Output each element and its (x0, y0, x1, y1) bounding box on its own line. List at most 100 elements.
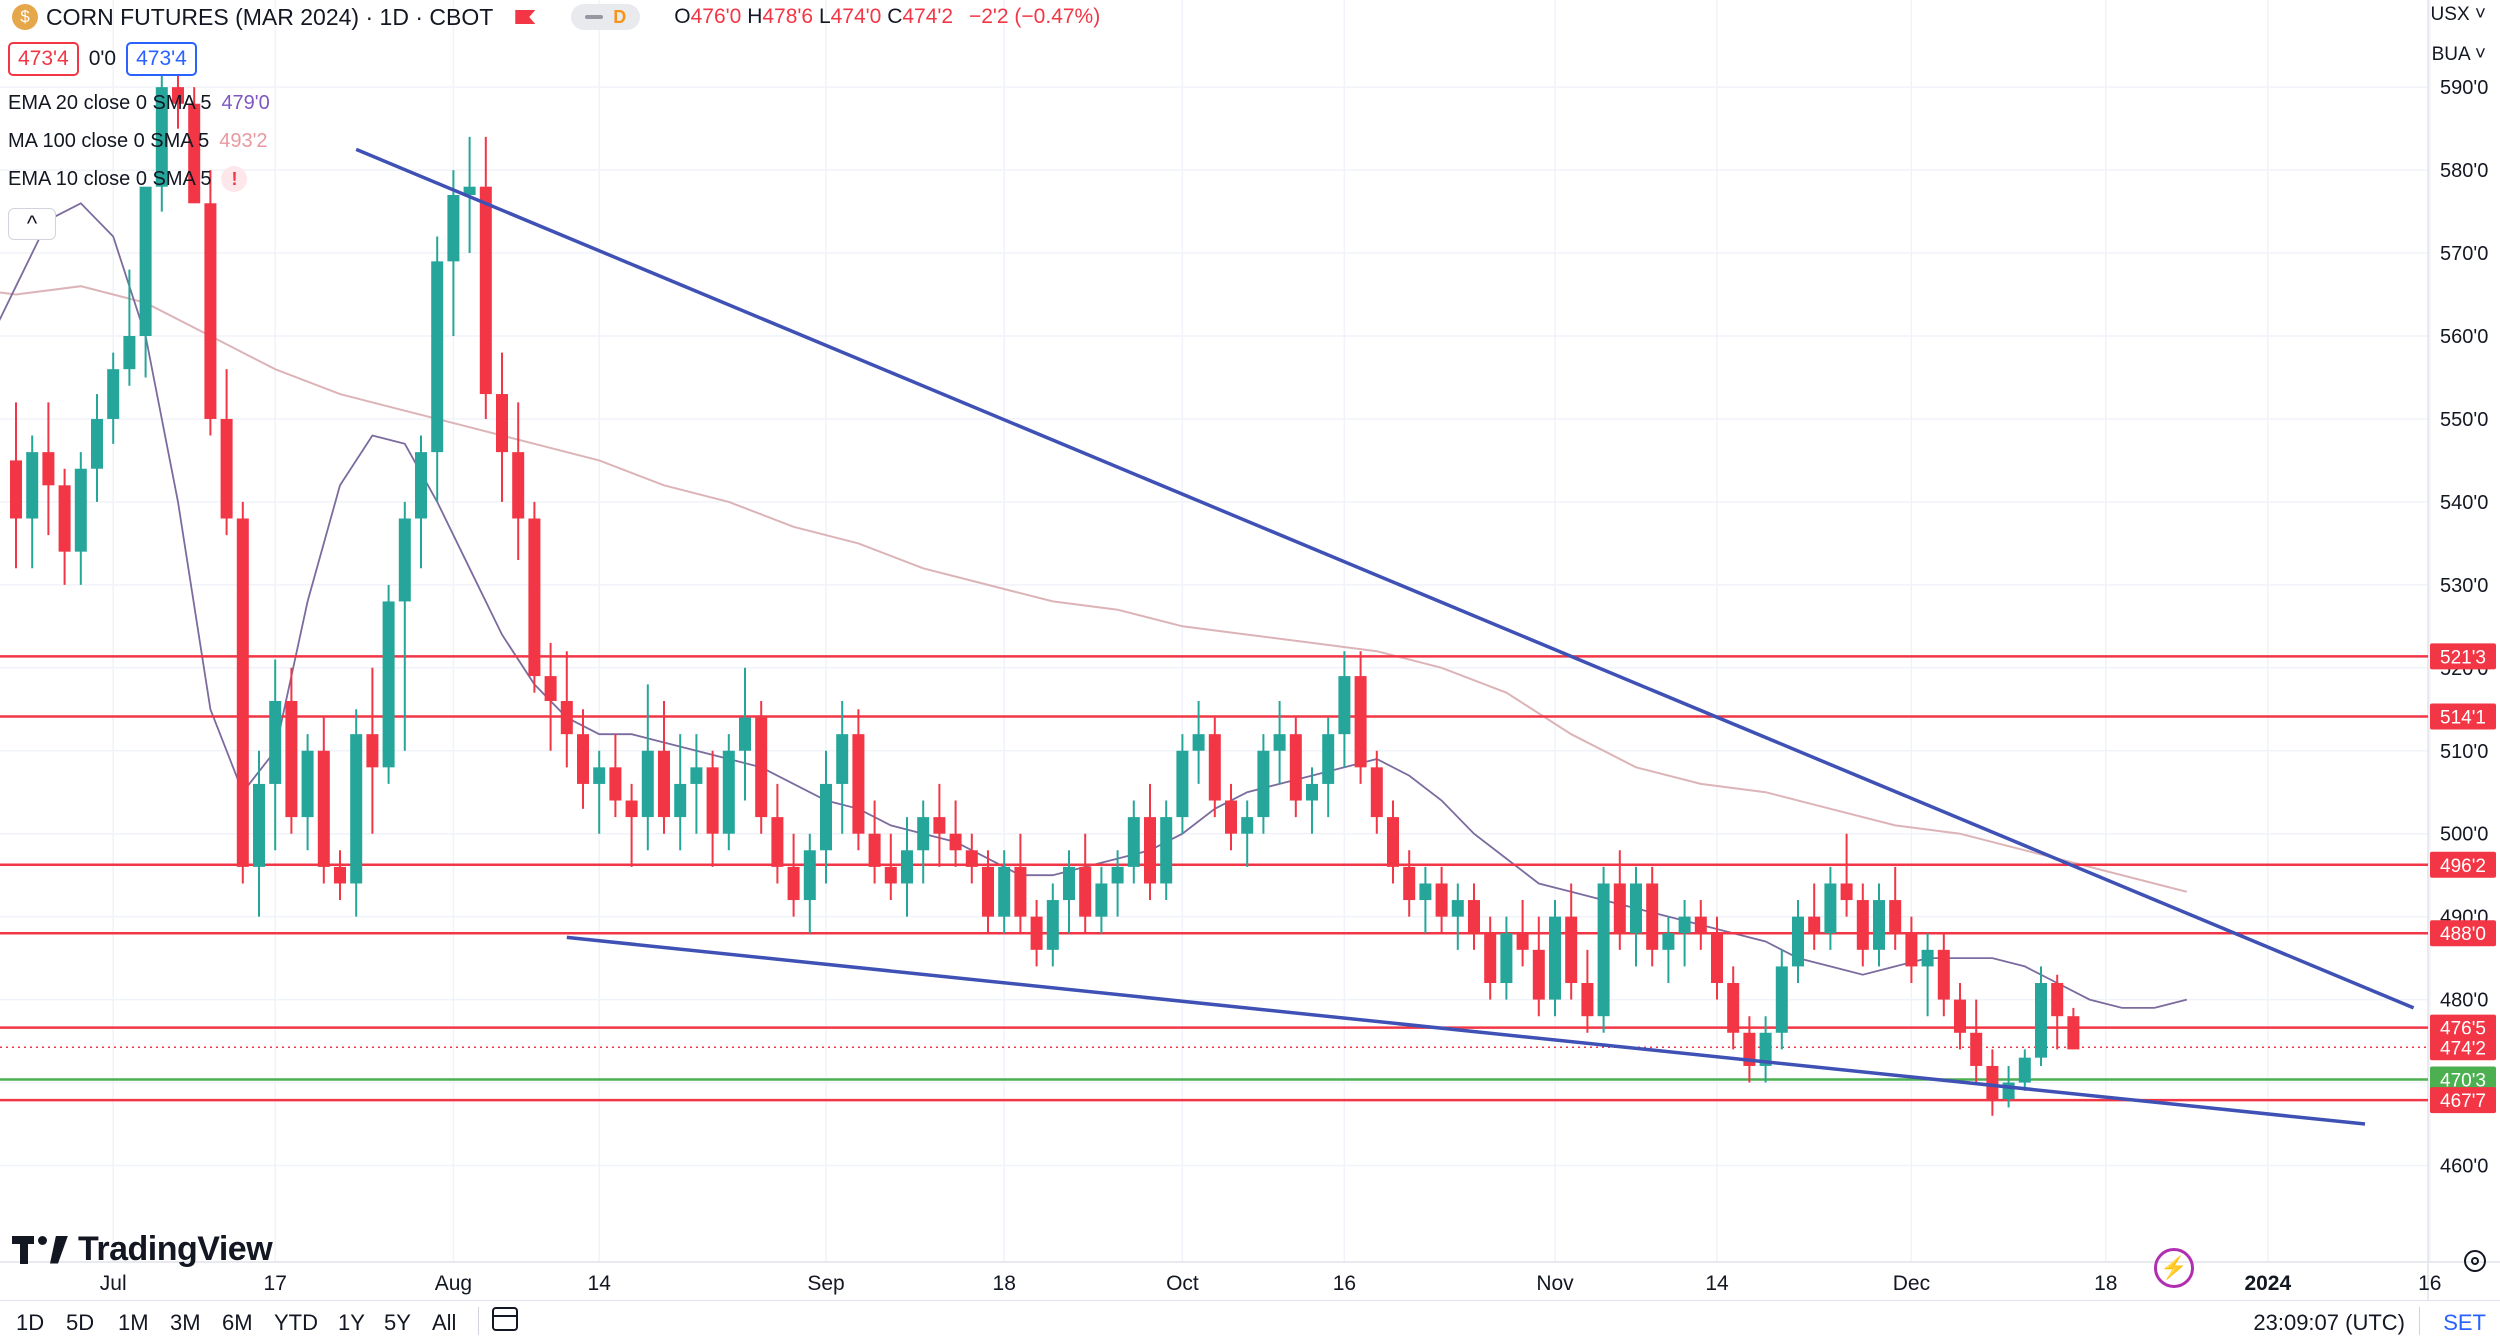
price-tick-label: 510'0 (2440, 741, 2488, 763)
calendar-icon[interactable] (492, 1307, 518, 1331)
time-tick-label: Oct (1166, 1272, 1199, 1295)
candle-body (2018, 1057, 2031, 1083)
session-set-button[interactable]: SET (2443, 1310, 2486, 1335)
candle (253, 750, 265, 917)
candle (739, 667, 751, 801)
divider (478, 1307, 479, 1335)
indicator-ema10[interactable]: EMA 10 close 0 SMA 5 ! (8, 166, 248, 192)
price-chart[interactable]: 460'0470'0480'0490'0500'0510'0520'0530'0… (0, 0, 2500, 1300)
candle (1678, 900, 1691, 967)
range-6m[interactable]: 6M (222, 1310, 253, 1335)
candle-body (641, 750, 654, 818)
candle (1792, 900, 1804, 984)
symbol-title[interactable]: CORN FUTURES (MAR 2024) · 1D · CBOT (46, 3, 494, 30)
candle-body (1030, 916, 1043, 950)
indicator-ema20[interactable]: EMA 20 close 0 SMA 5 479'0 (8, 92, 270, 115)
warning-icon[interactable]: ! (221, 166, 248, 192)
candle-body (1808, 916, 1821, 934)
candle (1549, 900, 1561, 1017)
range-all[interactable]: All (432, 1310, 457, 1335)
buy-price-button[interactable]: 473'4 (126, 42, 197, 76)
candle (1711, 916, 1723, 1000)
candle (155, 70, 168, 212)
candle (58, 468, 71, 585)
candle (1160, 800, 1173, 901)
candle-body (1289, 734, 1302, 801)
candle (1354, 651, 1367, 784)
flag-icon[interactable] (515, 10, 536, 24)
candle-body (415, 452, 427, 519)
price-tick-label: 500'0 (2440, 824, 2488, 846)
tradingview-mark-icon (12, 1235, 68, 1264)
candle (1468, 883, 1480, 950)
candle (1063, 850, 1075, 934)
candle (1451, 883, 1464, 950)
candle (91, 394, 103, 502)
range-5y[interactable]: 5Y (384, 1310, 411, 1335)
candle-body (496, 394, 508, 453)
candle (1225, 783, 1237, 851)
candle-body (803, 850, 816, 901)
low-label: L (818, 5, 831, 28)
candle-body (901, 850, 913, 884)
candle-body (755, 717, 768, 818)
unit-selector[interactable]: BUA ˅ (2431, 44, 2486, 65)
candle-body (787, 866, 800, 901)
candle-body (1937, 949, 1950, 1000)
candle-body (317, 750, 330, 867)
clock-time[interactable]: 23:09:07 (UTC) (2253, 1310, 2405, 1335)
time-tick-label: 2024 (2244, 1272, 2291, 1295)
collapse-legend-button[interactable]: ^ (8, 208, 56, 240)
range-3m[interactable]: 3M (170, 1310, 201, 1335)
lightning-icon[interactable]: ⚡ (2154, 1248, 2194, 1288)
candle (204, 170, 217, 436)
candle-body (1662, 933, 1675, 950)
range-1y[interactable]: 1Y (338, 1310, 365, 1335)
candle-body (852, 734, 865, 834)
candle-body (982, 866, 994, 917)
currency-selector[interactable]: USX ˅ (2430, 4, 2486, 25)
candle (269, 659, 282, 851)
candle (1613, 850, 1626, 950)
candle-body (479, 186, 492, 395)
range-1m[interactable]: 1M (118, 1310, 149, 1335)
price-tick-label: 480'0 (2440, 990, 2488, 1012)
time-tick-label: 16 (2418, 1272, 2441, 1295)
tradingview-wordmark: TradingView (78, 1230, 273, 1268)
candle-body (1451, 900, 1464, 917)
candle-body (1873, 900, 1885, 950)
candle-body (1532, 949, 1545, 1000)
candle-body (1144, 817, 1156, 884)
candle-body (269, 700, 282, 784)
indicator-ma100[interactable]: MA 100 close 0 SMA 5 493'2 (8, 130, 268, 153)
level-badge: 467'7 (2440, 1091, 2486, 1112)
candle-body (1824, 883, 1837, 934)
chart-header: $ CORN FUTURES (MAR 2024) · 1D · CBOT D … (0, 0, 1100, 34)
open-value: 476'0 (690, 5, 742, 28)
price-tick-label: 550'0 (2440, 409, 2488, 431)
sell-price-button[interactable]: 473'4 (8, 42, 79, 76)
gear-icon[interactable] (2464, 1250, 2486, 1272)
candle-body (528, 518, 541, 677)
market-status-pill[interactable]: D (571, 4, 641, 30)
candle-body (253, 783, 265, 867)
candle (334, 850, 346, 901)
range-5d[interactable]: 5D (66, 1310, 95, 1335)
candle-body (1581, 983, 1594, 1017)
candle (868, 800, 881, 884)
candle (965, 833, 978, 884)
range-1d[interactable]: 1D (16, 1310, 45, 1335)
range-ytd[interactable]: YTD (274, 1310, 318, 1335)
candle-body (172, 87, 184, 104)
candle-body (1856, 900, 1869, 950)
candle-body (220, 418, 233, 519)
candle (949, 800, 962, 867)
ma100-line (0, 285, 2188, 893)
candle (803, 833, 816, 934)
candle (1889, 866, 1902, 950)
candle-body (1889, 900, 1902, 934)
candle (317, 717, 330, 884)
candle-body (1500, 933, 1513, 984)
grid (0, 0, 2431, 1262)
tradingview-logo[interactable]: TradingView (12, 1230, 273, 1269)
